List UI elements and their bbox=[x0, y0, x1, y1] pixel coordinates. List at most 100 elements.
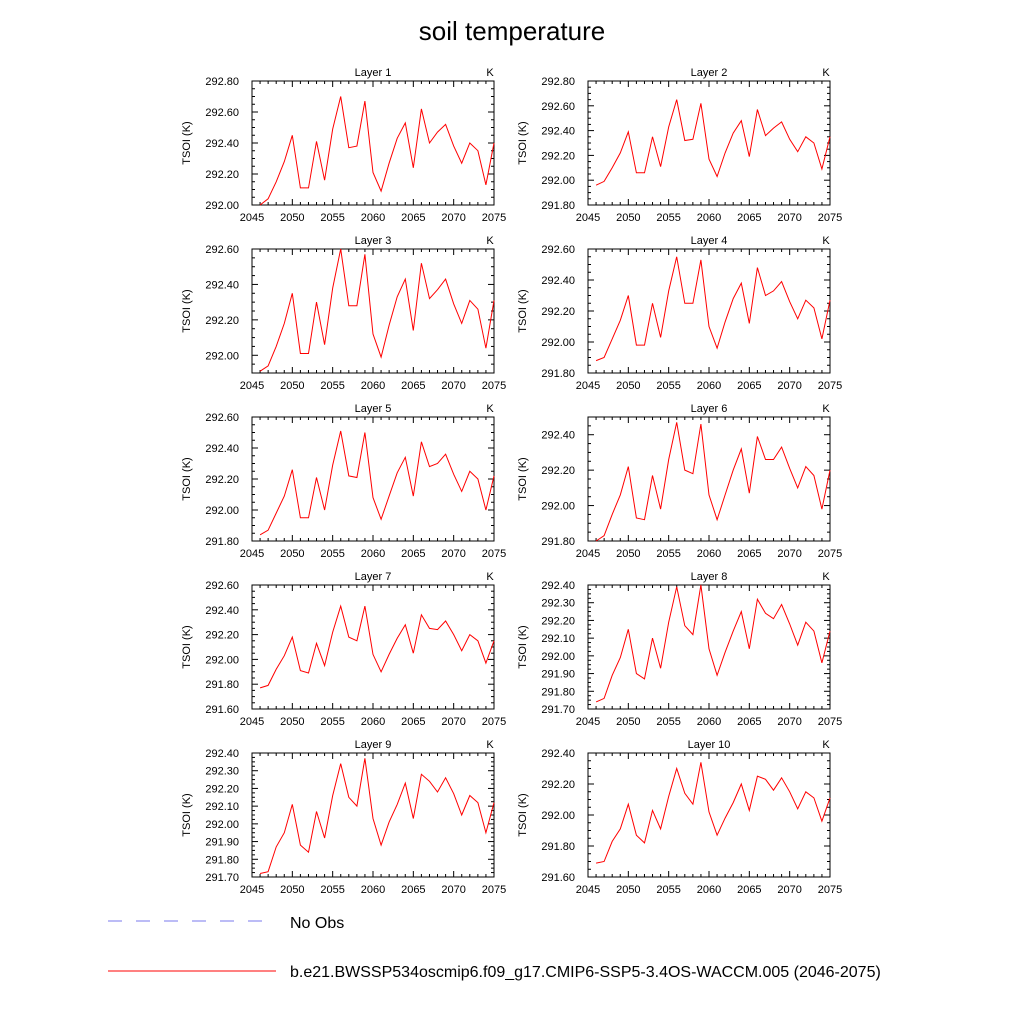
y-tick-label: 292.00 bbox=[205, 505, 239, 517]
y-tick-label: 292.20 bbox=[541, 615, 575, 627]
y-tick-label: 291.70 bbox=[541, 704, 575, 716]
y-tick-label: 291.80 bbox=[541, 536, 575, 548]
x-tick-label: 2065 bbox=[401, 548, 425, 560]
y-tick-label: 292.10 bbox=[541, 633, 575, 645]
y-tick-label: 292.30 bbox=[205, 766, 239, 778]
y-tick-label: 291.70 bbox=[205, 872, 239, 884]
y-tick-label: 291.80 bbox=[205, 854, 239, 866]
x-tick-label: 2055 bbox=[656, 212, 680, 224]
x-tick-label: 2075 bbox=[818, 548, 842, 560]
panel-title: Layer 1 bbox=[355, 67, 392, 79]
x-tick-label: 2060 bbox=[361, 212, 385, 224]
x-tick-label: 2050 bbox=[280, 380, 304, 392]
x-tick-label: 2060 bbox=[697, 884, 721, 896]
series-line-model bbox=[259, 96, 495, 206]
x-tick-label: 2070 bbox=[441, 380, 465, 392]
series-line-model bbox=[596, 762, 831, 864]
x-tick-label: 2065 bbox=[737, 716, 761, 728]
series-line-model bbox=[595, 256, 831, 362]
x-tick-label: 2060 bbox=[697, 380, 721, 392]
panel-layer-1: Layer 1 K TSOI (K) 2045 2050 2055 2060 2065 2070… bbox=[181, 67, 506, 224]
series-line-model bbox=[259, 758, 495, 874]
y-tick-label: 292.40 bbox=[541, 580, 575, 592]
y-tick-label: 292.20 bbox=[205, 315, 239, 327]
figure-title: soil temperature bbox=[419, 16, 605, 46]
x-tick-label: 2045 bbox=[240, 212, 264, 224]
x-tick-label: 2055 bbox=[320, 548, 344, 560]
x-tick-label: 2050 bbox=[280, 212, 304, 224]
y-tick-label: 291.80 bbox=[541, 841, 575, 853]
y-axis-label: TSOI (K) bbox=[517, 625, 529, 668]
x-tick-label: 2050 bbox=[280, 716, 304, 728]
x-tick-label: 2075 bbox=[818, 716, 842, 728]
x-tick-label: 2070 bbox=[777, 548, 801, 560]
panel-units: K bbox=[822, 739, 830, 751]
x-tick-label: 2045 bbox=[240, 884, 264, 896]
x-tick-label: 2060 bbox=[361, 884, 385, 896]
y-tick-label: 292.20 bbox=[205, 169, 239, 181]
y-tick-label: 292.40 bbox=[205, 443, 239, 455]
x-tick-label: 2060 bbox=[697, 212, 721, 224]
x-tick-label: 2055 bbox=[320, 212, 344, 224]
y-tick-label: 292.00 bbox=[541, 337, 575, 349]
x-tick-label: 2045 bbox=[576, 884, 600, 896]
x-tick-label: 2045 bbox=[576, 212, 600, 224]
x-tick-label: 2065 bbox=[401, 884, 425, 896]
y-tick-label: 292.40 bbox=[205, 605, 239, 617]
panel-title: Layer 10 bbox=[688, 739, 731, 751]
x-tick-label: 2065 bbox=[401, 716, 425, 728]
x-tick-label: 2070 bbox=[441, 884, 465, 896]
x-tick-label: 2050 bbox=[616, 548, 640, 560]
series-line-model bbox=[595, 422, 831, 542]
x-tick-label: 2060 bbox=[361, 380, 385, 392]
legend-label-model: b.e21.BWSSP534oscmip6.f09_g17.CMIP6-SSP5… bbox=[290, 964, 881, 981]
x-tick-label: 2075 bbox=[482, 380, 506, 392]
panel-units: K bbox=[486, 571, 494, 583]
panel-title: Layer 4 bbox=[691, 235, 728, 247]
x-tick-label: 2045 bbox=[240, 380, 264, 392]
panel-layer-10: Layer 10 K TSOI (K) 2045 2050 2055 2060 2065 207… bbox=[517, 739, 842, 896]
x-tick-label: 2075 bbox=[482, 716, 506, 728]
y-tick-label: 292.40 bbox=[205, 138, 239, 150]
panel-units: K bbox=[822, 67, 830, 79]
y-tick-label: 291.80 bbox=[541, 200, 575, 212]
y-tick-label: 292.60 bbox=[541, 244, 575, 256]
panel-layer-7: Layer 7 K TSOI (K) 2045 2050 2055 2060 2065 2070… bbox=[181, 571, 506, 728]
y-tick-label: 292.80 bbox=[205, 76, 239, 88]
plot-frame bbox=[251, 248, 495, 374]
x-tick-label: 2060 bbox=[361, 716, 385, 728]
legend: No Obs b.e21.BWSSP534oscmip6.f09_g17.CMI… bbox=[108, 915, 881, 981]
y-tick-label: 291.80 bbox=[205, 536, 239, 548]
panel-title: Layer 3 bbox=[355, 235, 392, 247]
y-tick-label: 292.20 bbox=[541, 150, 575, 162]
x-tick-label: 2050 bbox=[616, 380, 640, 392]
x-tick-label: 2060 bbox=[697, 548, 721, 560]
y-tick-label: 292.20 bbox=[541, 779, 575, 791]
y-axis-label: TSOI (K) bbox=[181, 121, 193, 164]
y-tick-label: 292.60 bbox=[541, 101, 575, 113]
x-tick-label: 2075 bbox=[818, 884, 842, 896]
panel-units: K bbox=[486, 403, 494, 415]
y-tick-label: 292.20 bbox=[205, 783, 239, 795]
panel-layer-3: Layer 3 K TSOI (K) 2045 2050 2055 2060 2065 2070… bbox=[181, 235, 506, 392]
y-tick-label: 292.00 bbox=[541, 175, 575, 187]
panel-layer-6: Layer 6 K TSOI (K) 2045 2050 2055 2060 2065 2070… bbox=[517, 403, 842, 560]
y-tick-label: 292.60 bbox=[205, 244, 239, 256]
y-tick-label: 291.90 bbox=[205, 837, 239, 849]
y-tick-label: 292.10 bbox=[205, 801, 239, 813]
series-line-model bbox=[259, 248, 495, 372]
y-tick-label: 292.00 bbox=[541, 651, 575, 663]
x-tick-label: 2070 bbox=[777, 884, 801, 896]
plot-frame bbox=[251, 80, 495, 206]
panels: Layer 1 K TSOI (K) 2045 2050 2055 2060 2065 2070… bbox=[181, 67, 842, 896]
x-tick-label: 2045 bbox=[240, 716, 264, 728]
x-tick-label: 2055 bbox=[320, 716, 344, 728]
x-tick-label: 2070 bbox=[777, 716, 801, 728]
x-tick-label: 2055 bbox=[656, 716, 680, 728]
y-tick-label: 292.20 bbox=[205, 630, 239, 642]
series-line-model bbox=[595, 99, 831, 186]
panel-layer-4: Layer 4 K TSOI (K) 2045 2050 2055 2060 2065 2070… bbox=[517, 235, 842, 392]
y-tick-label: 291.60 bbox=[541, 872, 575, 884]
panel-title: Layer 2 bbox=[691, 67, 728, 79]
y-axis-label: TSOI (K) bbox=[181, 289, 193, 332]
